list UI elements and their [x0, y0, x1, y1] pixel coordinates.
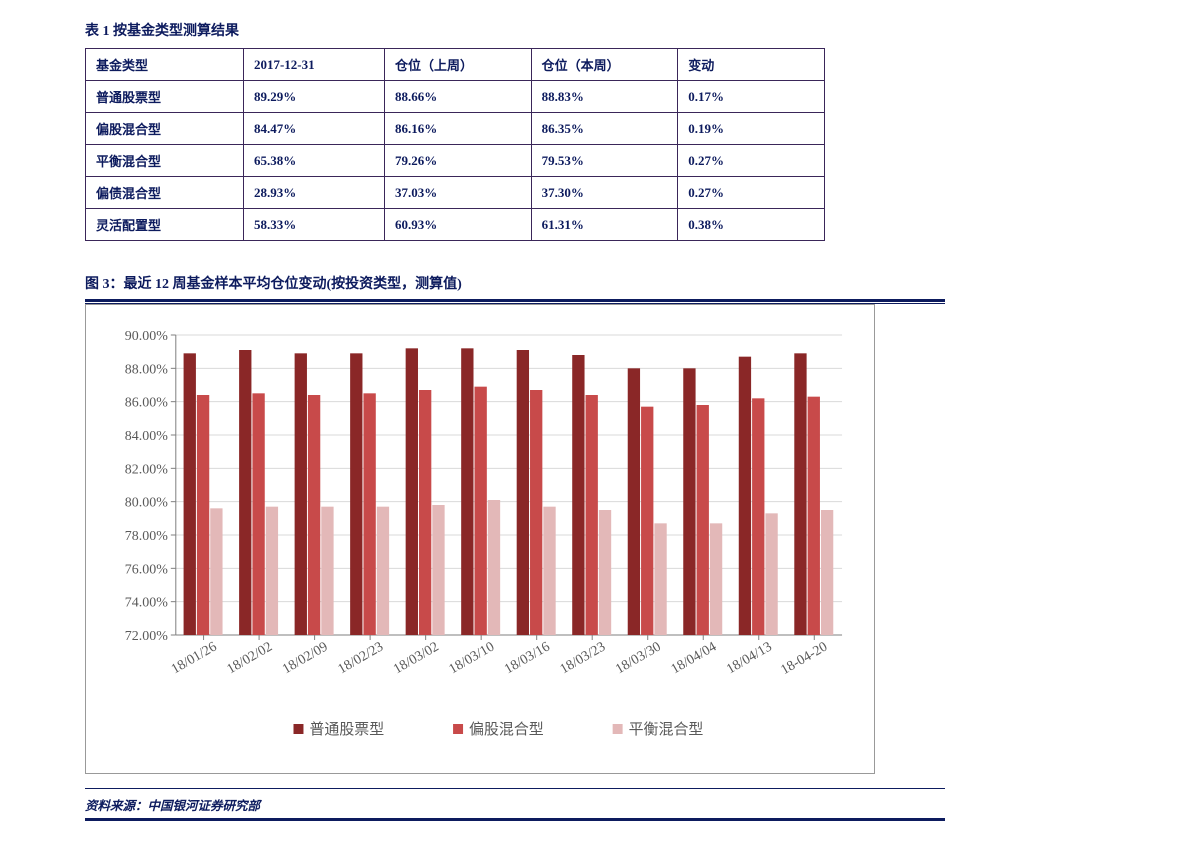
- table-cell: 灵活配置型: [86, 209, 244, 241]
- th-2: 仓位（上周）: [384, 49, 531, 81]
- table-row: 灵活配置型58.33%60.93%61.31%0.38%: [86, 209, 825, 241]
- table-row: 平衡混合型65.38%79.26%79.53%0.27%: [86, 145, 825, 177]
- svg-text:普通股票型: 普通股票型: [309, 721, 384, 738]
- svg-text:18/03/10: 18/03/10: [447, 639, 497, 677]
- svg-text:18/02/23: 18/02/23: [336, 639, 386, 677]
- svg-text:18/02/02: 18/02/02: [225, 639, 275, 677]
- svg-text:18/03/16: 18/03/16: [502, 639, 552, 677]
- table-cell: 0.27%: [678, 177, 825, 209]
- svg-text:84.00%: 84.00%: [125, 429, 168, 444]
- table-cell: 0.17%: [678, 81, 825, 113]
- table-cell: 88.83%: [531, 81, 678, 113]
- table-cell: 28.93%: [243, 177, 384, 209]
- svg-text:18/02/09: 18/02/09: [280, 639, 330, 677]
- th-0: 基金类型: [86, 49, 244, 81]
- table-cell: 偏股混合型: [86, 113, 244, 145]
- svg-text:82.00%: 82.00%: [125, 462, 168, 477]
- table-cell: 86.35%: [531, 113, 678, 145]
- table-header-row: 基金类型 2017-12-31 仓位（上周） 仓位（本周） 变动: [86, 49, 825, 81]
- svg-text:88.00%: 88.00%: [125, 362, 168, 377]
- svg-text:86.00%: 86.00%: [125, 396, 168, 411]
- source-rule-bottom: [85, 818, 945, 821]
- table-cell: 89.29%: [243, 81, 384, 113]
- table-cell: 61.31%: [531, 209, 678, 241]
- chart-section: 图 3：最近 12 周基金样本平均仓位变动(按投资类型，测算值) 72.00%7…: [85, 273, 1106, 821]
- table-cell: 79.53%: [531, 145, 678, 177]
- table-cell: 0.38%: [678, 209, 825, 241]
- th-4: 变动: [678, 49, 825, 81]
- svg-text:18/01/26: 18/01/26: [169, 639, 219, 677]
- svg-text:18/03/23: 18/03/23: [558, 639, 608, 677]
- source-line: 资料来源：中国银河证券研究部: [85, 789, 1106, 818]
- chart-box: 72.00% 74.00% 76.00% 78.00% 80.00% 82.00% 84.0…: [85, 304, 875, 774]
- table-row: 偏股混合型84.47%86.16%86.35%0.19%: [86, 113, 825, 145]
- svg-text:18/04/13: 18/04/13: [724, 639, 774, 677]
- table-cell: 平衡混合型: [86, 145, 244, 177]
- table-cell: 0.19%: [678, 113, 825, 145]
- table-row: 偏债混合型28.93%37.03%37.30%0.27%: [86, 177, 825, 209]
- chart-svg: 72.00% 74.00% 76.00% 78.00% 80.00% 82.00% 84.0…: [104, 325, 856, 761]
- svg-text:72.00%: 72.00%: [125, 629, 168, 644]
- th-1: 2017-12-31: [243, 49, 384, 81]
- svg-text:76.00%: 76.00%: [125, 562, 168, 577]
- svg-text:18/03/30: 18/03/30: [613, 639, 663, 677]
- table-cell: 58.33%: [243, 209, 384, 241]
- table-cell: 79.26%: [384, 145, 531, 177]
- svg-text:平衡混合型: 平衡混合型: [629, 721, 704, 738]
- table-cell: 65.38%: [243, 145, 384, 177]
- svg-text:80.00%: 80.00%: [125, 496, 168, 511]
- table-body: 普通股票型89.29%88.66%88.83%0.17%偏股混合型84.47%8…: [86, 81, 825, 241]
- svg-text:18/03/02: 18/03/02: [391, 639, 441, 677]
- table-title: 表 1 按基金类型测算结果: [85, 20, 1106, 40]
- svg-text:78.00%: 78.00%: [125, 529, 168, 544]
- table-cell: 86.16%: [384, 113, 531, 145]
- chart-title: 图 3：最近 12 周基金样本平均仓位变动(按投资类型，测算值): [85, 273, 945, 302]
- svg-text:74.00%: 74.00%: [125, 596, 168, 611]
- table-cell: 偏债混合型: [86, 177, 244, 209]
- table-cell: 88.66%: [384, 81, 531, 113]
- table-cell: 37.03%: [384, 177, 531, 209]
- table-row: 普通股票型89.29%88.66%88.83%0.17%: [86, 81, 825, 113]
- svg-text:偏股混合型: 偏股混合型: [469, 721, 544, 738]
- table-cell: 37.30%: [531, 177, 678, 209]
- table-cell: 84.47%: [243, 113, 384, 145]
- th-3: 仓位（本周）: [531, 49, 678, 81]
- svg-text:18-04-20: 18-04-20: [778, 639, 830, 678]
- table-cell: 60.93%: [384, 209, 531, 241]
- fund-type-table: 基金类型 2017-12-31 仓位（上周） 仓位（本周） 变动 普通股票型89…: [85, 48, 825, 241]
- table-cell: 普通股票型: [86, 81, 244, 113]
- svg-text:90.00%: 90.00%: [125, 329, 168, 344]
- svg-text:18/04/04: 18/04/04: [669, 639, 719, 677]
- table-cell: 0.27%: [678, 145, 825, 177]
